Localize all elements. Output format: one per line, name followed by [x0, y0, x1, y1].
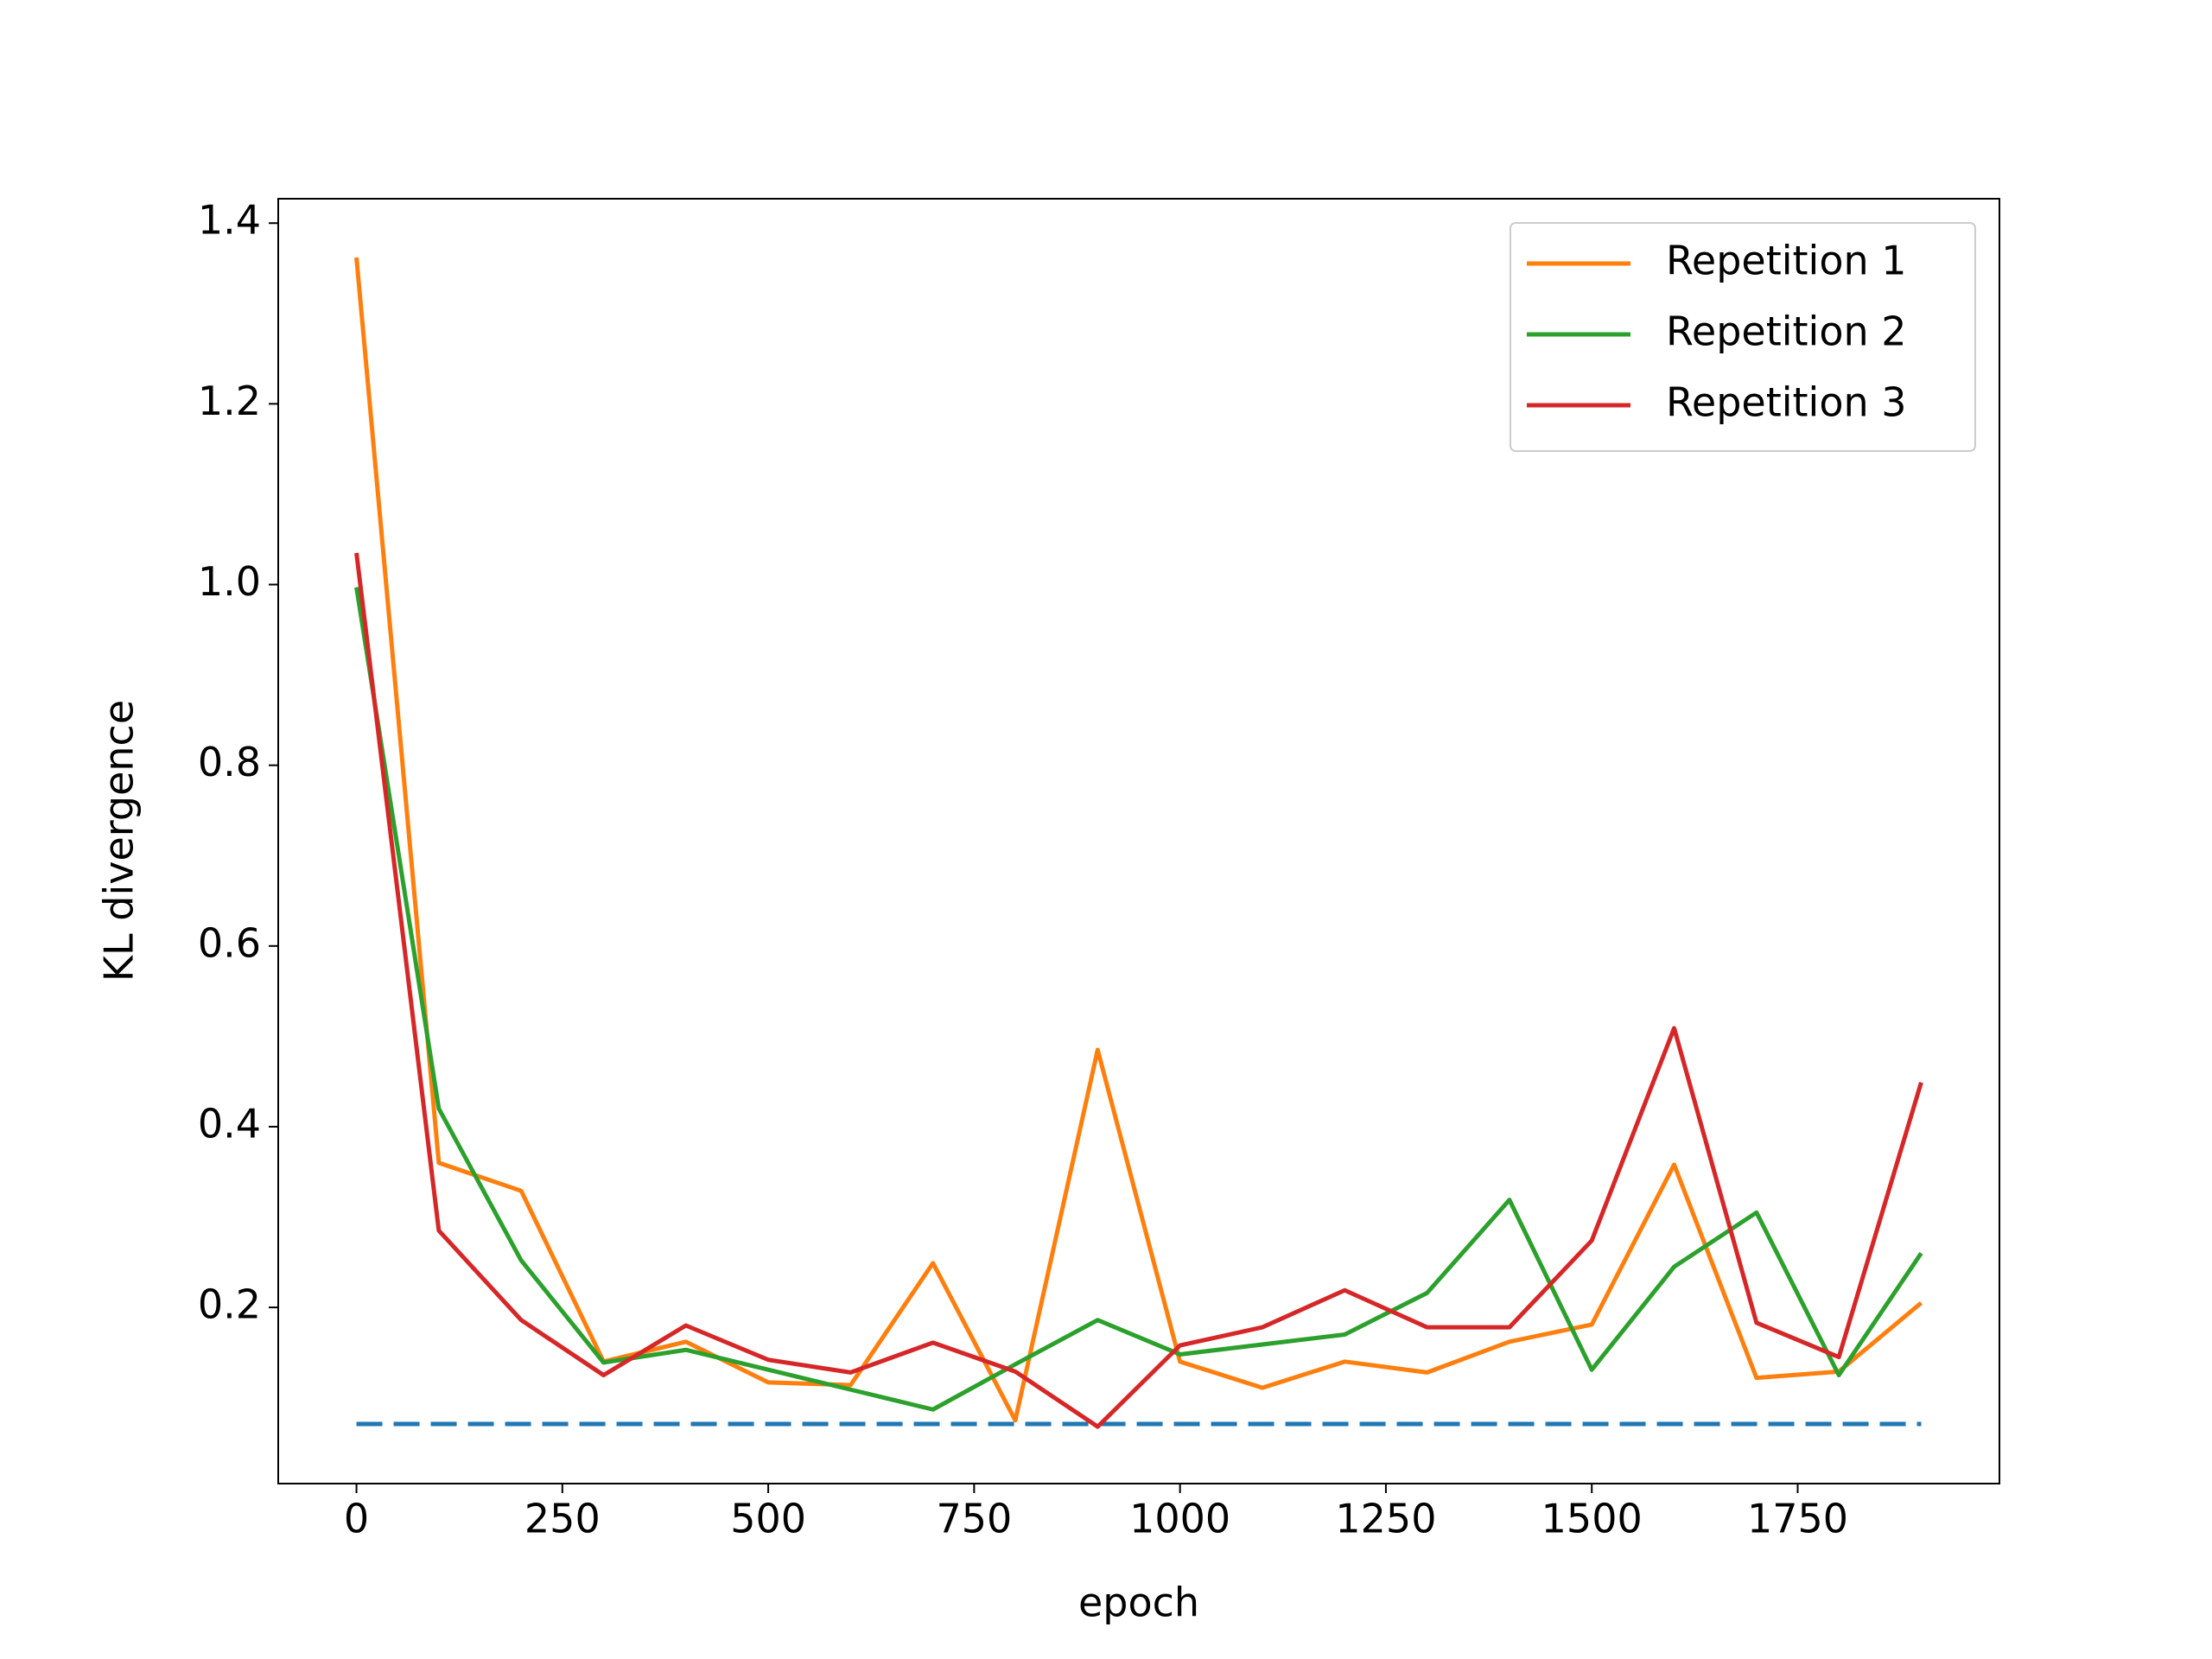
x-tick-label: 1250 — [1335, 1496, 1436, 1542]
x-tick-label: 500 — [730, 1496, 806, 1542]
plot-frame — [277, 198, 2000, 1484]
y-tick-label: 1.4 — [198, 197, 261, 244]
y-tick-label: 0.6 — [198, 919, 261, 966]
legend-box — [1510, 222, 1976, 452]
y-tick-label: 1.0 — [198, 558, 261, 605]
x-tick-label: 250 — [524, 1496, 601, 1542]
series-line — [354, 552, 1923, 1429]
series-line — [354, 587, 1923, 1412]
y-axis-label: KL divergence — [96, 700, 143, 982]
x-tick-label: 1500 — [1541, 1496, 1643, 1542]
y-tick-label: 0.2 — [198, 1281, 261, 1328]
x-tick-label: 1000 — [1129, 1496, 1230, 1542]
legend-label: Repetition 2 — [1666, 308, 1907, 355]
legend-label: Repetition 1 — [1666, 238, 1907, 284]
x-tick-label: 0 — [344, 1496, 369, 1542]
y-tick-label: 0.8 — [198, 739, 261, 785]
x-tick-label: 1750 — [1747, 1496, 1848, 1542]
y-tick-label: 1.2 — [198, 378, 261, 424]
x-tick-label: 750 — [936, 1496, 1012, 1542]
x-axis-label: epoch — [1078, 1580, 1199, 1626]
legend-label: Repetition 3 — [1666, 379, 1907, 426]
y-tick-label: 0.4 — [198, 1100, 261, 1147]
